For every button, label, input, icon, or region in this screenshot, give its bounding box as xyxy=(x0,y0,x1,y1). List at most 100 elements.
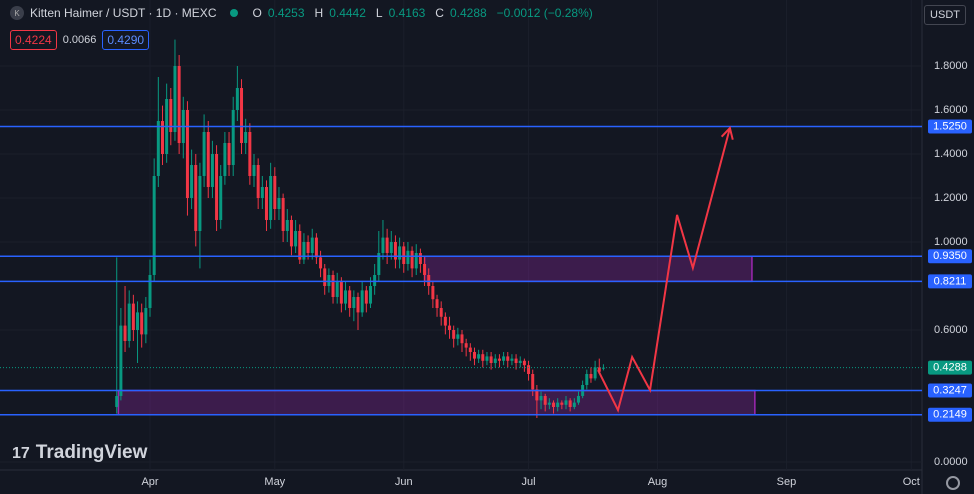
candle-body xyxy=(148,274,152,308)
spread: 0.0066 xyxy=(62,34,97,46)
candle-body xyxy=(389,241,393,253)
symbol[interactable]: Kitten Haimer / USDT · 1D · MEXC xyxy=(30,6,217,20)
candle-body xyxy=(269,175,273,220)
zone xyxy=(117,389,756,416)
candle-body xyxy=(144,307,148,335)
candle-body xyxy=(431,285,435,300)
candle-body xyxy=(298,230,302,260)
candle-body xyxy=(115,395,119,407)
candle-body xyxy=(256,164,260,198)
candle-body xyxy=(456,334,460,339)
candle-body xyxy=(194,164,198,231)
candle-body xyxy=(119,325,123,396)
y-tick-label: 0.6000 xyxy=(934,324,968,336)
candle-body xyxy=(177,65,181,143)
candle-body xyxy=(152,175,156,275)
candle-body xyxy=(427,274,431,286)
candle-body xyxy=(585,373,589,385)
candle-body xyxy=(127,303,131,341)
change: −0.0012 (−0.28%) xyxy=(496,6,593,20)
candle-body xyxy=(264,186,268,220)
x-tick-label: Jun xyxy=(395,476,413,488)
y-tick-label: 1.0000 xyxy=(934,236,968,248)
candle-body xyxy=(393,241,397,260)
x-tick-label: May xyxy=(264,476,285,488)
candle-body xyxy=(131,303,135,330)
candle-body xyxy=(410,250,414,269)
candle-body xyxy=(406,250,410,264)
candle-body xyxy=(348,290,352,308)
candle-body xyxy=(252,164,256,176)
last-price-bg xyxy=(928,360,972,375)
candle-body xyxy=(323,268,327,286)
level-label: 1.5250 xyxy=(933,120,967,132)
candle-body xyxy=(160,120,164,154)
candle-body xyxy=(227,142,231,165)
candle-body xyxy=(310,237,314,253)
candle-body xyxy=(481,354,485,361)
bid[interactable]: 0.4224 xyxy=(10,30,57,50)
ohlc-value: 0.4163 xyxy=(388,6,426,20)
candle-body xyxy=(285,219,289,231)
candle-body xyxy=(472,351,476,359)
x-tick-label: Jul xyxy=(522,476,536,488)
candle-body xyxy=(190,164,194,198)
candle-body xyxy=(289,219,293,247)
watermark: 17 TradingView xyxy=(12,442,147,464)
candle-body xyxy=(331,274,335,297)
trade-row: 0.4224 0.0066 0.4290 xyxy=(10,30,150,50)
symbol-icon: K xyxy=(10,6,24,20)
candle-body xyxy=(335,281,339,297)
level-label-bg xyxy=(928,407,972,422)
ohlc-value: 0.4288 xyxy=(449,6,487,20)
settings-icon[interactable] xyxy=(946,476,960,490)
candle-body xyxy=(452,329,456,339)
candle-body xyxy=(589,373,593,379)
candle-body xyxy=(527,365,531,374)
candle-body xyxy=(464,343,468,348)
candle-body xyxy=(244,131,248,143)
currency-select[interactable]: USDT xyxy=(924,5,966,25)
candle-body xyxy=(377,252,381,275)
candle-body xyxy=(368,285,372,304)
candle-body xyxy=(385,237,389,253)
level-label: 0.3247 xyxy=(933,384,967,396)
ask[interactable]: 0.4290 xyxy=(102,30,150,50)
candle-body xyxy=(123,325,127,341)
candle-body xyxy=(531,373,535,390)
header: K Kitten Haimer / USDT · 1D · MEXC O 0.42… xyxy=(10,6,597,20)
candle-body xyxy=(418,252,422,264)
candle-body xyxy=(535,389,539,401)
candle-body xyxy=(564,400,568,405)
candle-body xyxy=(543,395,547,405)
candle-body xyxy=(156,120,160,176)
candle-body xyxy=(306,241,310,253)
x-tick-label: Apr xyxy=(141,476,158,488)
candle-body xyxy=(136,312,140,330)
ohlc-value: 0.4442 xyxy=(329,6,366,20)
candle-body xyxy=(373,274,377,286)
candle-body xyxy=(339,281,343,304)
candle-body xyxy=(468,347,472,352)
candle-body xyxy=(435,299,439,308)
candle-body xyxy=(215,153,219,220)
candle-body xyxy=(593,367,597,379)
candle-body xyxy=(556,402,560,407)
candle-body xyxy=(518,360,522,363)
level-label-bg xyxy=(928,249,972,264)
candle-body xyxy=(314,237,318,258)
logo: 17 xyxy=(12,445,30,462)
level-label: 0.2149 xyxy=(933,409,967,421)
candle-body xyxy=(423,263,427,275)
candle-body xyxy=(360,290,364,313)
ohlc-key: H xyxy=(314,6,324,20)
candle-body xyxy=(381,237,385,253)
candle-body xyxy=(568,400,572,407)
y-tick-label: 1.8000 xyxy=(934,60,968,72)
candle-body xyxy=(277,197,281,209)
candle-body xyxy=(506,356,510,361)
candle-body xyxy=(210,153,214,187)
x-tick-label: Aug xyxy=(648,476,668,488)
candle-body xyxy=(497,358,501,361)
candle-body xyxy=(198,175,202,231)
